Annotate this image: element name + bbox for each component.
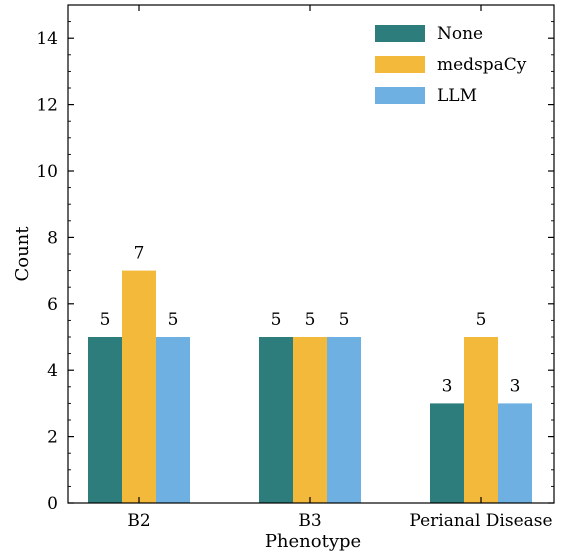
data-label: 5	[100, 310, 111, 330]
legend: None medspaCy LLM	[375, 24, 527, 106]
bar-none-b2	[88, 337, 122, 503]
bar-none-b3	[259, 337, 293, 503]
bars-layer	[88, 270, 532, 503]
y-tick-label: 0	[47, 494, 58, 514]
data-label: 5	[168, 310, 179, 330]
legend-label-none: None	[437, 24, 483, 44]
legend-label-medspacy: medspaCy	[437, 55, 527, 75]
x-tick-label: Perianal Disease	[409, 511, 552, 531]
bar-medspacy-b2	[122, 270, 156, 503]
legend-label-llm: LLM	[437, 86, 477, 106]
x-tick-label: B2	[127, 511, 150, 531]
x-tick-label: B3	[298, 511, 321, 531]
bar-llm-b3	[327, 337, 361, 503]
data-label: 5	[305, 310, 316, 330]
legend-swatch-llm	[375, 87, 425, 104]
data-label: 3	[510, 376, 521, 396]
bar-llm-perianal-disease	[498, 403, 532, 503]
bar-medspacy-perianal-disease	[464, 337, 498, 503]
y-axis: 0 2 4 6 8 10 12 14	[36, 4, 554, 514]
data-label: 5	[339, 310, 350, 330]
y-axis-title: Count	[12, 226, 33, 282]
y-tick-label: 10	[36, 162, 58, 182]
y-tick-label: 2	[47, 428, 58, 448]
bar-medspacy-b3	[293, 337, 327, 503]
y-tick-label: 12	[36, 96, 58, 116]
data-label: 3	[442, 376, 453, 396]
y-tick-label: 6	[47, 295, 58, 315]
data-label: 7	[134, 244, 145, 264]
data-labels-layer: 5 7 5 5 5 5 3 5 3	[100, 244, 521, 397]
y-tick-label: 8	[47, 228, 58, 248]
data-label: 5	[476, 310, 487, 330]
legend-swatch-medspacy	[375, 56, 425, 73]
y-tick-label: 4	[47, 361, 58, 381]
bar-llm-b2	[156, 337, 190, 503]
data-label: 5	[271, 310, 282, 330]
x-axis: B2 B3 Perianal Disease	[127, 5, 553, 531]
legend-swatch-none	[375, 25, 425, 42]
x-axis-title: Phenotype	[265, 531, 361, 552]
bar-none-perianal-disease	[430, 403, 464, 503]
y-tick-label: 14	[36, 29, 58, 49]
